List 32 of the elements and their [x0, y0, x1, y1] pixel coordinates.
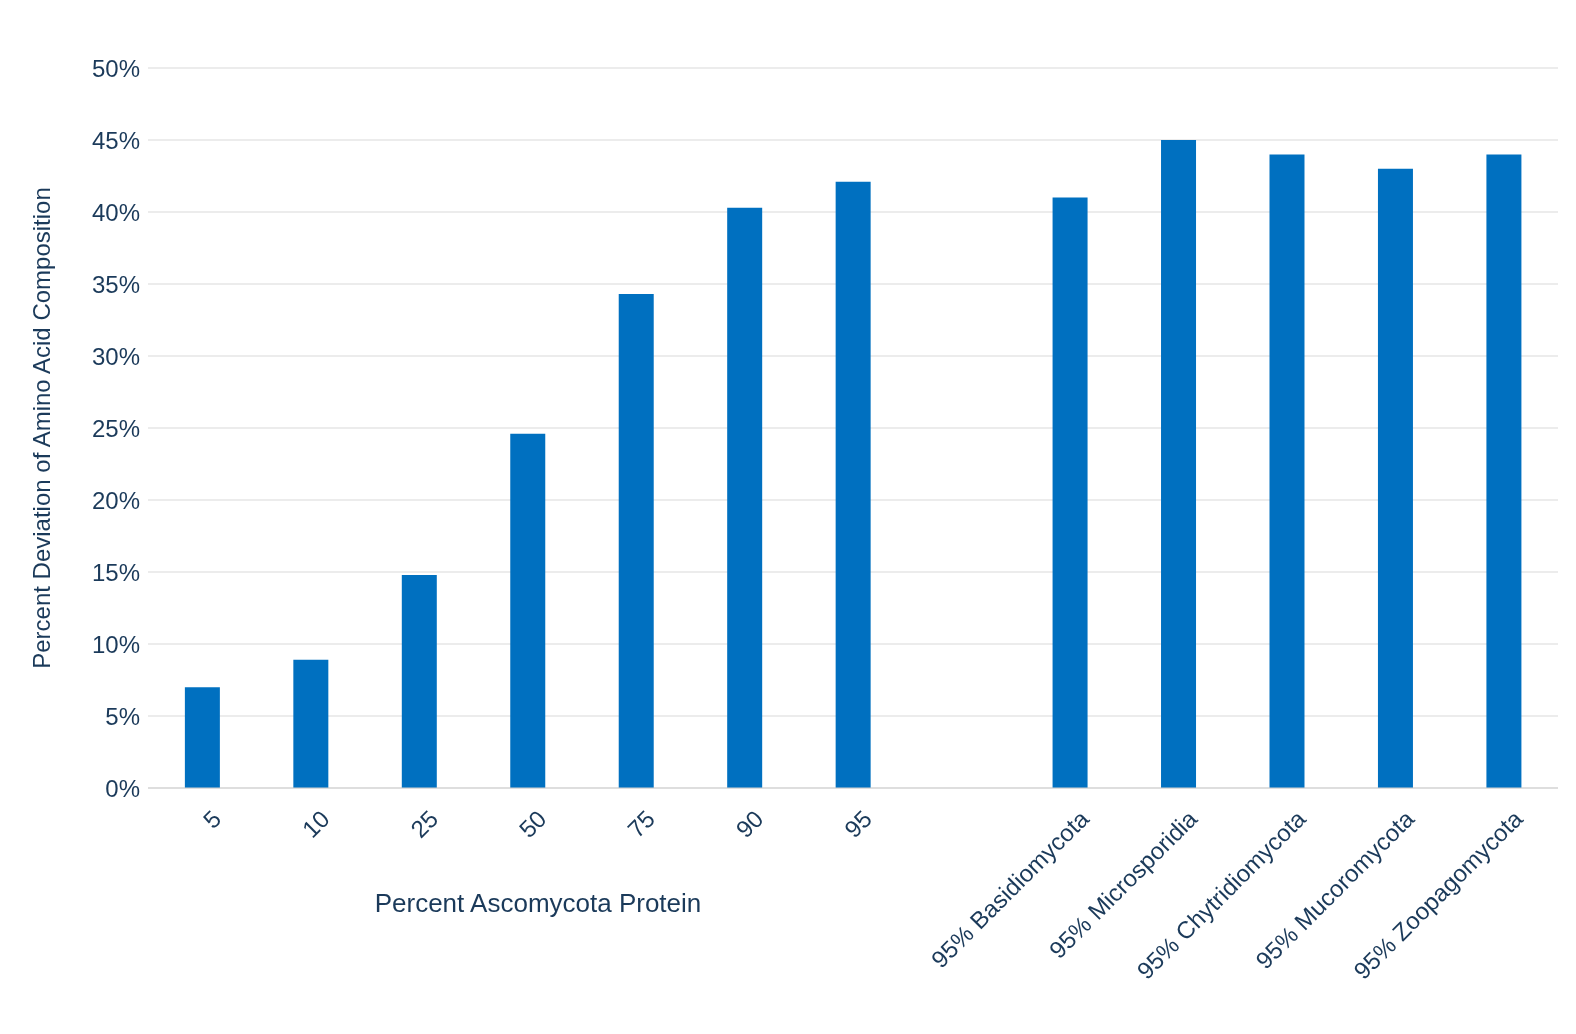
bar [1161, 140, 1197, 788]
y-tick-label: 0% [105, 774, 140, 802]
y-axis-title: Percent Deviation of Amino Acid Composition [27, 187, 55, 669]
bar [618, 294, 654, 788]
bar [1377, 168, 1413, 788]
bar [727, 207, 763, 788]
y-tick-label: 25% [91, 414, 140, 442]
bar [293, 659, 329, 788]
x-tick-label: 90 [730, 804, 769, 843]
bar [510, 433, 546, 788]
x-tick-label: 10 [296, 804, 335, 843]
y-tick-label: 15% [91, 558, 140, 586]
x-tick-label: 50 [513, 804, 552, 843]
x-tick-label: 75 [622, 804, 661, 843]
bar [184, 687, 220, 788]
x-tick-label: 5 [197, 804, 227, 834]
y-tick-label: 35% [91, 270, 140, 298]
bar [1269, 154, 1305, 788]
bar [1052, 197, 1088, 788]
y-tick-label: 40% [91, 198, 140, 226]
y-tick-label: 45% [91, 126, 140, 154]
bar [1486, 154, 1522, 788]
y-tick-label: 50% [91, 54, 140, 82]
x-tick-label: 25 [405, 804, 444, 843]
x-axis-title: Percent Ascomycota Protein [373, 888, 703, 919]
x-tick-label: 95 [839, 804, 877, 843]
y-tick-label: 10% [91, 630, 140, 658]
bar [401, 574, 437, 788]
y-tick-label: 20% [91, 486, 140, 514]
bar [835, 181, 871, 788]
y-tick-label: 30% [91, 342, 140, 370]
y-tick-label: 5% [105, 702, 140, 730]
